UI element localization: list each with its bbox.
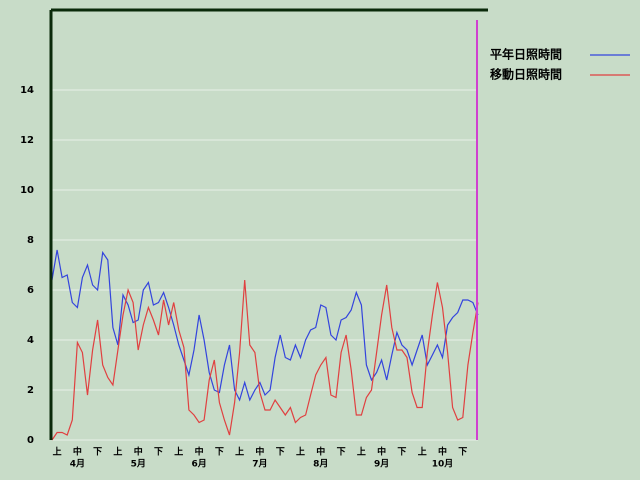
- x-tick-label: 下: [215, 447, 224, 458]
- y-tick-label: 0: [27, 435, 34, 446]
- x-tick-label: 下: [276, 447, 285, 458]
- x-tick-label: 中: [316, 446, 325, 458]
- x-tick-label: 上: [418, 446, 427, 458]
- y-tick-label: 4: [27, 335, 34, 346]
- x-tick-label: 中: [134, 446, 143, 458]
- x-tick-label: 下: [154, 447, 163, 458]
- x-tick-label: 中: [438, 446, 447, 458]
- y-tick-label: 14: [20, 85, 34, 96]
- month-label: 8月: [313, 459, 328, 470]
- x-tick-label: 上: [113, 446, 122, 458]
- y-tick-label: 10: [20, 185, 34, 196]
- x-tick-label: 上: [174, 446, 183, 458]
- month-label: 9月: [374, 459, 389, 470]
- x-tick-label: 上: [53, 446, 62, 458]
- legend-label: 平年日照時間: [490, 47, 562, 62]
- x-tick-label: 中: [377, 446, 386, 458]
- x-tick-label: 下: [397, 447, 406, 458]
- x-tick-label: 上: [235, 446, 244, 458]
- x-tick-label: 下: [458, 447, 467, 458]
- x-tick-label: 中: [195, 446, 204, 458]
- data-line: [51, 249, 479, 402]
- y-tick-label: 2: [27, 385, 34, 396]
- x-tick-label: 中: [255, 446, 264, 458]
- data-line: [51, 279, 479, 441]
- month-label: 6月: [191, 459, 206, 470]
- legend-label: 移動日照時間: [490, 67, 562, 82]
- x-tick-label: 上: [296, 446, 305, 458]
- y-tick-label: 12: [20, 135, 34, 146]
- x-tick-label: 下: [337, 447, 346, 458]
- x-tick-label: 下: [93, 447, 102, 458]
- x-tick-label: 上: [357, 446, 366, 458]
- y-tick-label: 6: [27, 285, 34, 296]
- y-tick-label: 8: [27, 235, 34, 246]
- x-tick-label: 中: [73, 446, 82, 458]
- month-label: 7月: [252, 459, 267, 470]
- month-label: 10月: [432, 459, 454, 470]
- month-label: 4月: [70, 459, 85, 470]
- month-label: 5月: [131, 459, 146, 470]
